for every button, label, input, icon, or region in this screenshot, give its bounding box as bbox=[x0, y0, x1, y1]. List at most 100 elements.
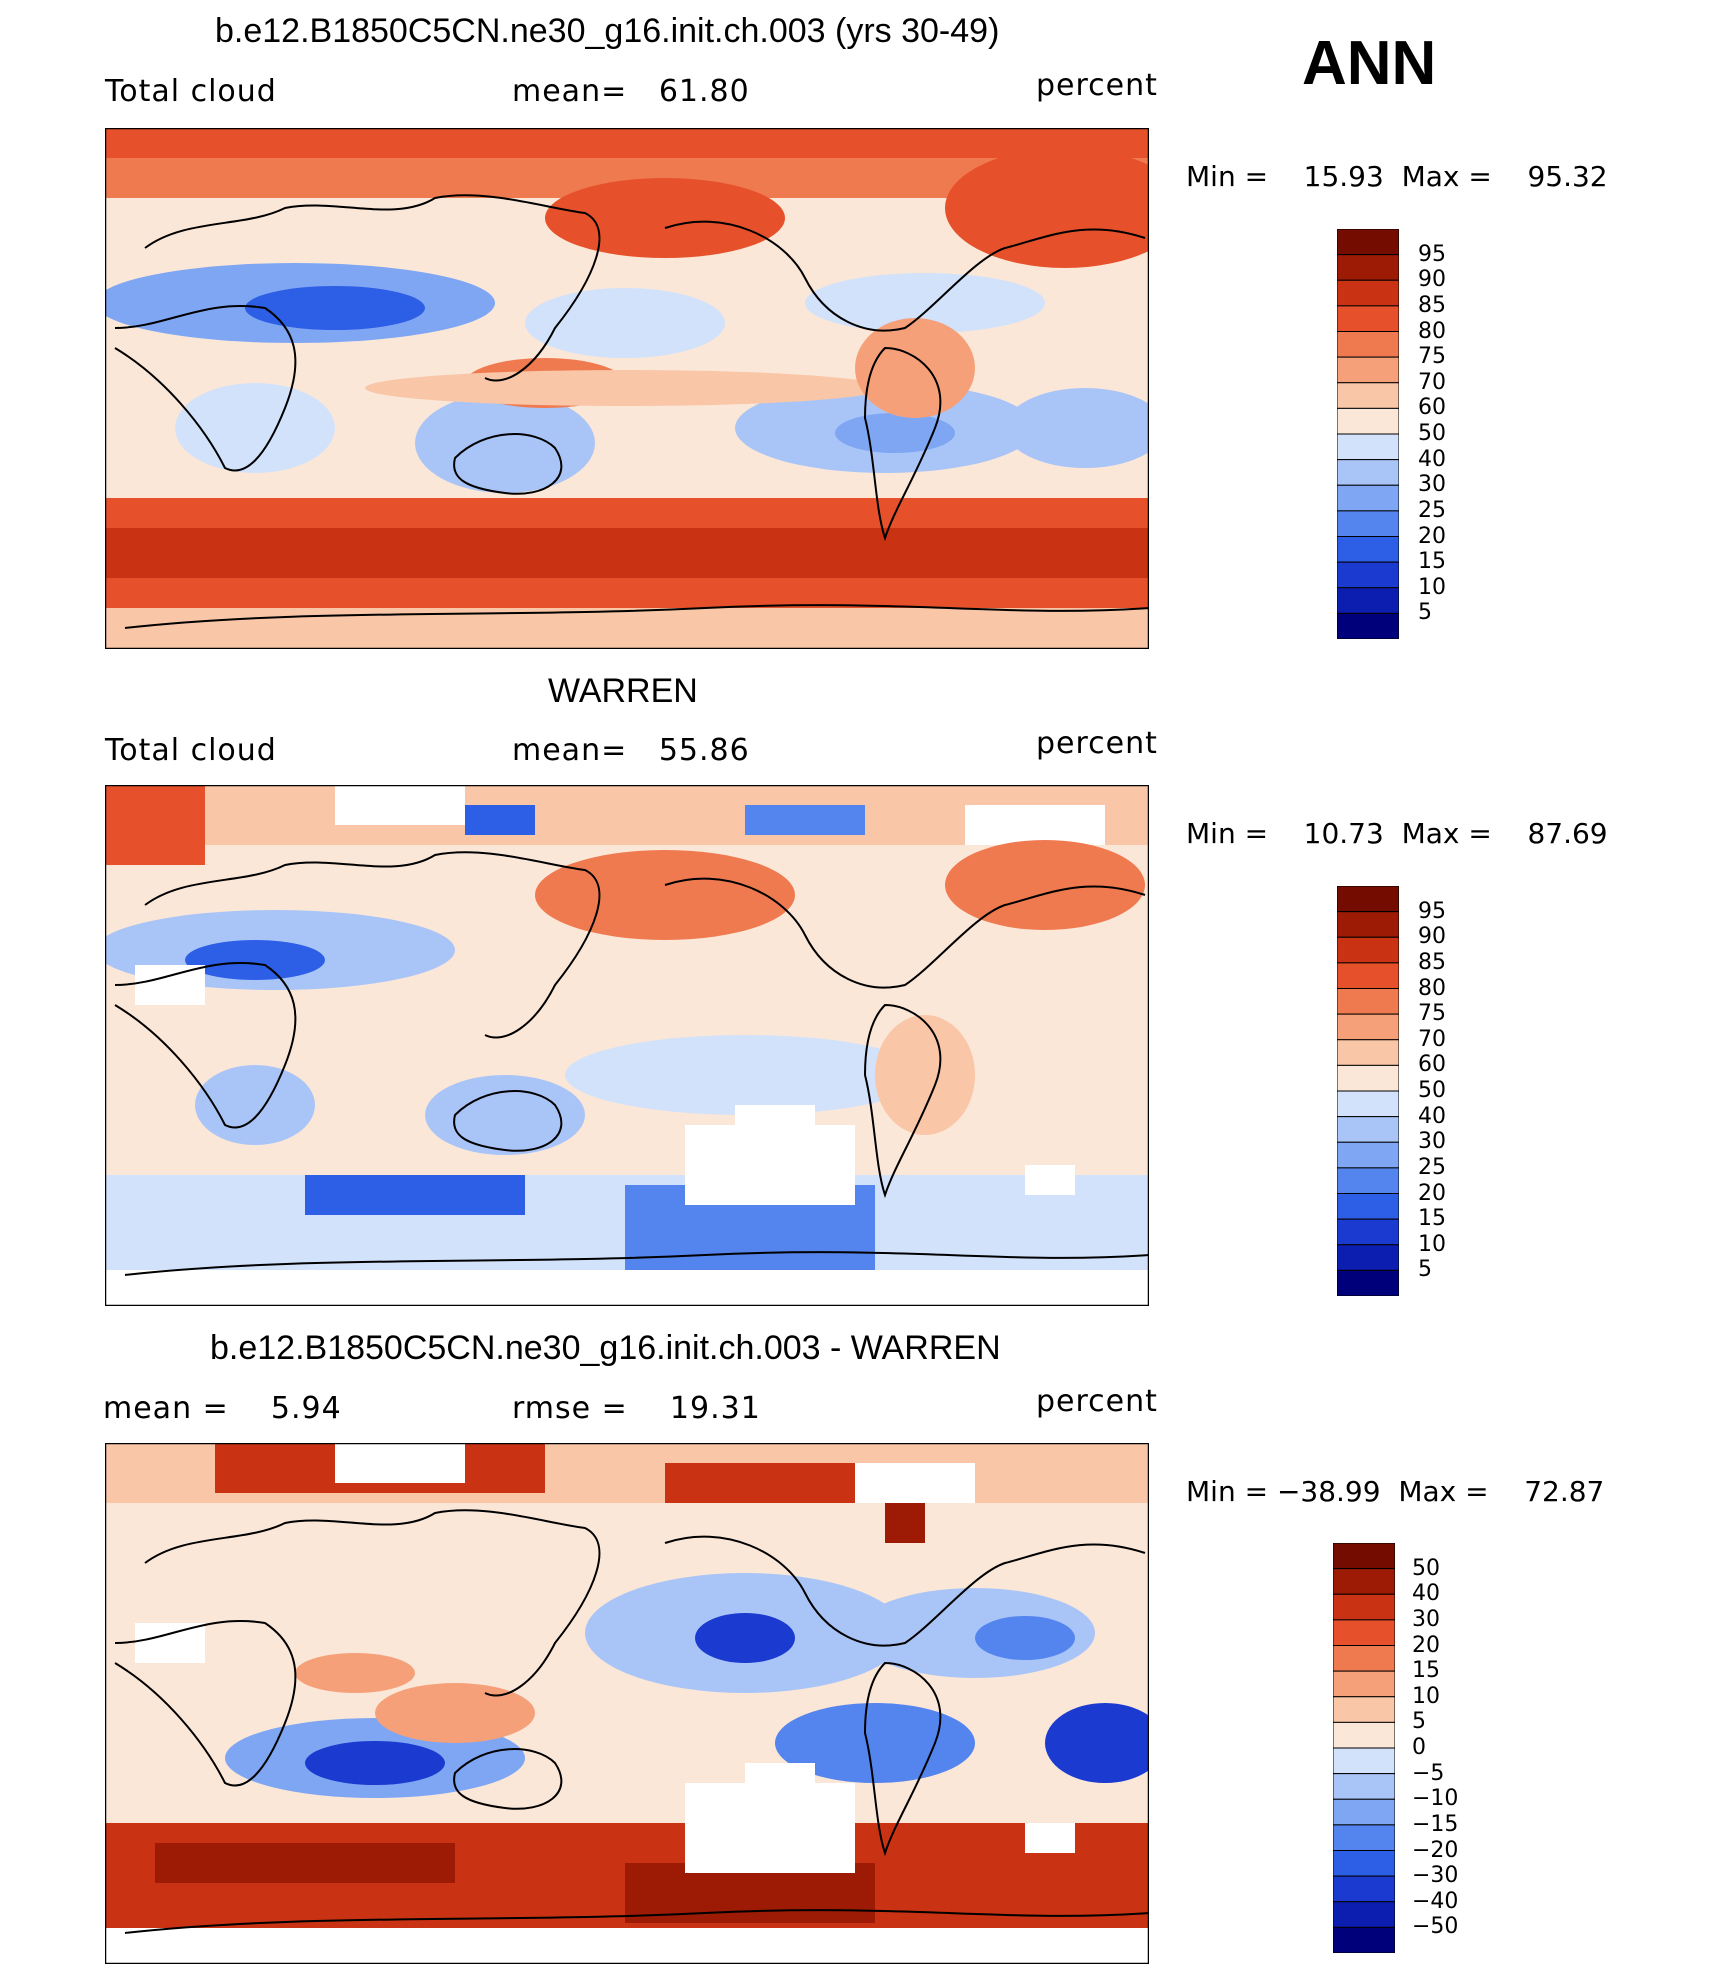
panel-3-map bbox=[104, 1442, 1165, 1965]
colorbar-tick-label: −50 bbox=[1412, 1914, 1459, 1940]
panel-3-units-label: percent bbox=[1036, 1384, 1158, 1419]
panel-1-map bbox=[95, 127, 1185, 650]
colorbar-swatch bbox=[1336, 407, 1400, 435]
panel-1-colorbar-svg bbox=[1336, 228, 1400, 640]
colorbar-swatch bbox=[1336, 484, 1400, 512]
colorbar-swatch bbox=[1336, 331, 1400, 358]
panel-1-min-max: Min = 15.93 Max = 95.32 bbox=[1186, 160, 1608, 193]
panel-2-mean-label: mean= 55.86 bbox=[512, 733, 750, 768]
colorbar-tick-label: 75 bbox=[1418, 1001, 1446, 1027]
panel-3-rmse-label: rmse = 19.31 bbox=[512, 1391, 761, 1426]
colorbar-tick-label: 25 bbox=[1418, 1154, 1446, 1180]
colorbar-tick-label: 40 bbox=[1418, 446, 1446, 472]
colorbar-tick-label: 15 bbox=[1412, 1658, 1440, 1684]
panel-1-colorbar bbox=[1336, 228, 1400, 640]
colorbar-swatch bbox=[1336, 382, 1400, 409]
colorbar-tick-label: −15 bbox=[1412, 1811, 1459, 1837]
colorbar-swatch bbox=[1336, 536, 1400, 563]
panel-1-map-svg bbox=[95, 127, 1185, 650]
panel-2-title: WARREN bbox=[548, 672, 698, 710]
panel-3-colorbar-svg bbox=[1332, 1542, 1396, 1954]
panel-2-colorbar-svg bbox=[1336, 885, 1400, 1297]
colorbar-swatch bbox=[1336, 1218, 1400, 1246]
colorbar-swatch bbox=[1336, 1116, 1400, 1143]
colorbar-tick-label: 70 bbox=[1418, 1026, 1446, 1052]
colorbar-swatch bbox=[1332, 1568, 1396, 1595]
colorbar-tick-label: 90 bbox=[1418, 924, 1446, 950]
colorbar-tick-label: 20 bbox=[1412, 1632, 1440, 1658]
panel-2-units-label: percent bbox=[1036, 726, 1158, 761]
colorbar-tick-label: 95 bbox=[1418, 898, 1446, 924]
colorbar-swatch bbox=[1332, 1721, 1396, 1749]
colorbar-swatch bbox=[1336, 1090, 1400, 1118]
colorbar-swatch bbox=[1336, 612, 1400, 640]
colorbar-swatch bbox=[1332, 1593, 1396, 1621]
colorbar-swatch bbox=[1332, 1619, 1396, 1647]
colorbar-tick-label: 10 bbox=[1412, 1683, 1440, 1709]
colorbar-swatch bbox=[1332, 1696, 1396, 1723]
colorbar-swatch bbox=[1336, 254, 1400, 281]
colorbar-tick-label: 20 bbox=[1418, 1180, 1446, 1206]
colorbar-swatch bbox=[1336, 962, 1400, 990]
colorbar-swatch bbox=[1336, 459, 1400, 486]
colorbar-tick-label: 30 bbox=[1412, 1606, 1440, 1632]
colorbar-tick-label: 10 bbox=[1418, 1231, 1446, 1257]
panel-1-units-label: percent bbox=[1036, 68, 1158, 103]
panel-3-mean-label: mean = 5.94 bbox=[103, 1391, 342, 1426]
colorbar-swatch bbox=[1336, 228, 1400, 256]
colorbar-tick-label: 40 bbox=[1412, 1581, 1440, 1607]
colorbar-swatch bbox=[1336, 1193, 1400, 1220]
panel-3-min-max: Min = −38.99 Max = 72.87 bbox=[1186, 1475, 1605, 1508]
colorbar-tick-label: 0 bbox=[1412, 1735, 1426, 1760]
panel-3-map-svg bbox=[104, 1442, 1165, 1965]
colorbar-swatch bbox=[1336, 988, 1400, 1015]
colorbar-swatch bbox=[1336, 1167, 1400, 1195]
colorbar-tick-label: 85 bbox=[1418, 292, 1446, 318]
colorbar-swatch bbox=[1332, 1670, 1396, 1698]
colorbar-tick-label: −10 bbox=[1412, 1786, 1459, 1812]
colorbar-swatch bbox=[1336, 587, 1400, 614]
colorbar-swatch bbox=[1332, 1824, 1396, 1852]
colorbar-swatch bbox=[1336, 1244, 1400, 1271]
colorbar-swatch bbox=[1336, 356, 1400, 384]
colorbar-swatch bbox=[1332, 1875, 1396, 1903]
colorbar-tick-label: 60 bbox=[1418, 1052, 1446, 1078]
colorbar-swatch bbox=[1336, 911, 1400, 938]
colorbar-swatch bbox=[1332, 1542, 1396, 1570]
colorbar-tick-label: 15 bbox=[1418, 1206, 1446, 1232]
panel-1-mean-label: mean= 61.80 bbox=[512, 74, 750, 109]
colorbar-tick-label: 80 bbox=[1418, 318, 1446, 344]
colorbar-tick-label: 25 bbox=[1418, 497, 1446, 523]
panel-1-variable-label: Total cloud bbox=[105, 74, 277, 109]
colorbar-tick-label: 80 bbox=[1418, 975, 1446, 1001]
colorbar-tick-label: 5 bbox=[1418, 1257, 1432, 1283]
colorbar-tick-label: 40 bbox=[1418, 1103, 1446, 1129]
panel-2-colorbar bbox=[1336, 885, 1400, 1297]
colorbar-swatch bbox=[1336, 433, 1400, 461]
colorbar-tick-label: 5 bbox=[1412, 1709, 1426, 1735]
season-label: ANN bbox=[1302, 29, 1437, 98]
colorbar-swatch bbox=[1332, 1926, 1396, 1954]
colorbar-tick-label: 50 bbox=[1418, 1078, 1446, 1103]
colorbar-tick-label: 85 bbox=[1418, 949, 1446, 975]
panel-2-map-svg bbox=[95, 784, 1150, 1307]
colorbar-tick-label: 10 bbox=[1418, 574, 1446, 600]
colorbar-swatch bbox=[1336, 885, 1400, 913]
colorbar-swatch bbox=[1336, 1064, 1400, 1092]
panel-2-min-max: Min = 10.73 Max = 87.69 bbox=[1186, 817, 1608, 850]
colorbar-tick-label: 75 bbox=[1418, 344, 1446, 370]
colorbar-swatch bbox=[1332, 1850, 1396, 1877]
colorbar-tick-label: −40 bbox=[1412, 1888, 1459, 1914]
colorbar-swatch bbox=[1332, 1798, 1396, 1826]
colorbar-tick-label: 30 bbox=[1418, 1129, 1446, 1155]
colorbar-swatch bbox=[1336, 1141, 1400, 1169]
colorbar-tick-label: 30 bbox=[1418, 472, 1446, 498]
colorbar-swatch bbox=[1336, 1039, 1400, 1066]
colorbar-tick-label: 15 bbox=[1418, 549, 1446, 575]
colorbar-swatch bbox=[1332, 1773, 1396, 1800]
colorbar-swatch bbox=[1332, 1901, 1396, 1928]
panel-3-colorbar bbox=[1332, 1542, 1396, 1954]
panel-1-title: b.e12.B1850C5CN.ne30_g16.init.ch.003 (yr… bbox=[215, 12, 1000, 50]
colorbar-tick-label: 95 bbox=[1418, 241, 1446, 267]
panel-2-map bbox=[95, 784, 1150, 1307]
